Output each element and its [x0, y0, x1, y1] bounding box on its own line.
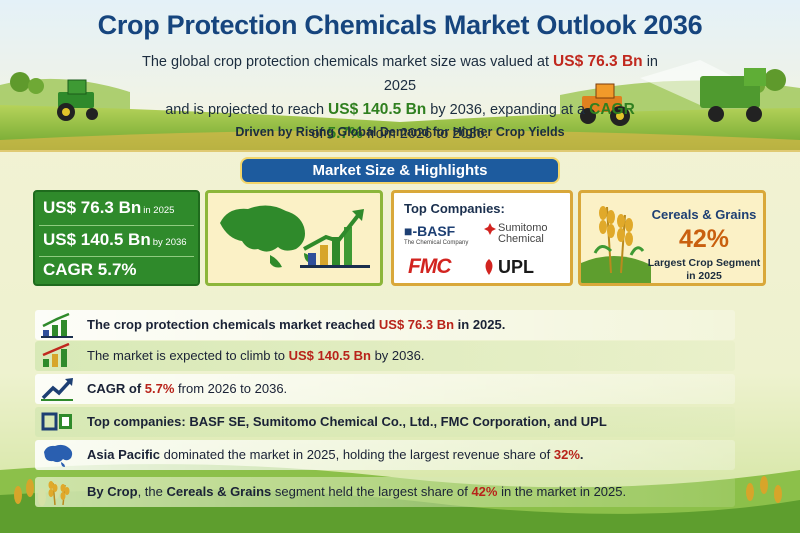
crop-segment-card: Cereals & Grains 42% Largest Crop Segmen…	[578, 190, 766, 286]
cagr-label: CAGR	[589, 101, 635, 118]
bar-chart-icon	[41, 312, 73, 338]
driven-tagline: Driven by Rising Global Demand for Highe…	[235, 125, 565, 139]
stat-cagr: CAGR 5.7%	[43, 260, 137, 279]
crop-segment-name: Cereals & Grains	[651, 207, 757, 222]
wheat-icon	[48, 481, 70, 505]
highlight-row: The market is expected to climb to US$ 1…	[35, 341, 735, 371]
crop-segment-subtitle: Largest Crop Segment in 2025	[647, 257, 761, 282]
divider	[39, 256, 194, 257]
sprayer-icon	[640, 60, 766, 122]
asia-map-growth-icon	[220, 205, 370, 268]
upl-logo: UPL	[498, 257, 534, 277]
upl-mark-icon	[485, 259, 493, 275]
cagr-value: 5.7%	[327, 125, 363, 142]
highlight-row: CAGR of 5.7% from 2026 to 2036.	[35, 374, 735, 404]
trend-line-icon	[41, 378, 73, 401]
crop-segment-share: 42%	[678, 225, 730, 253]
stat-2036: US$ 140.5 Bn by 2036	[43, 230, 187, 249]
companies-card: Top Companies: ■-BASF The Chemical Compa…	[391, 190, 573, 286]
value-2036: US$ 140.5 Bn	[328, 101, 427, 118]
basf-logo: ■-BASF	[404, 223, 456, 239]
wheat-icon	[581, 206, 651, 283]
company-squares-icon	[41, 412, 72, 431]
highlight-row: Top companies: BASF SE, Sumitomo Chemica…	[35, 407, 735, 437]
stat-2025: US$ 76.3 Bn in 2025	[43, 198, 175, 217]
value-2025: US$ 76.3 Bn	[553, 53, 643, 70]
divider	[39, 225, 194, 226]
companies-title: Top Companies:	[404, 201, 505, 216]
basf-tagline: The Chemical Company	[404, 240, 469, 246]
bar-chart-icon	[42, 343, 70, 367]
section-banner: Market Size & Highlights	[240, 157, 560, 184]
tractor-right-icon	[580, 83, 630, 126]
header: Crop Protection Chemicals Market Outlook…	[0, 0, 800, 150]
stats-card: US$ 76.3 Bn in 2025 US$ 140.5 Bn by 2036 C…	[33, 190, 200, 286]
sumitomo-logo: Sumitomo Chemical	[498, 222, 548, 245]
fmc-logo: FMC	[408, 255, 451, 278]
highlight-row: By Crop, the Cereals & Grains segment he…	[35, 477, 735, 507]
intro-text: The global crop protection chemicals mar…	[142, 53, 658, 142]
asia-map-icon	[44, 444, 73, 467]
sumitomo-mark-icon	[484, 223, 496, 235]
highlight-row: Asia Pacific dominated the market in 202…	[35, 440, 735, 470]
highlight-row: The crop protection chemicals market rea…	[35, 310, 735, 340]
map-growth-card	[205, 190, 383, 286]
page-title: Crop Protection Chemicals Market Outlook…	[97, 10, 703, 40]
tractor-left-icon	[57, 79, 98, 121]
wheat-decoration-right	[746, 476, 782, 503]
